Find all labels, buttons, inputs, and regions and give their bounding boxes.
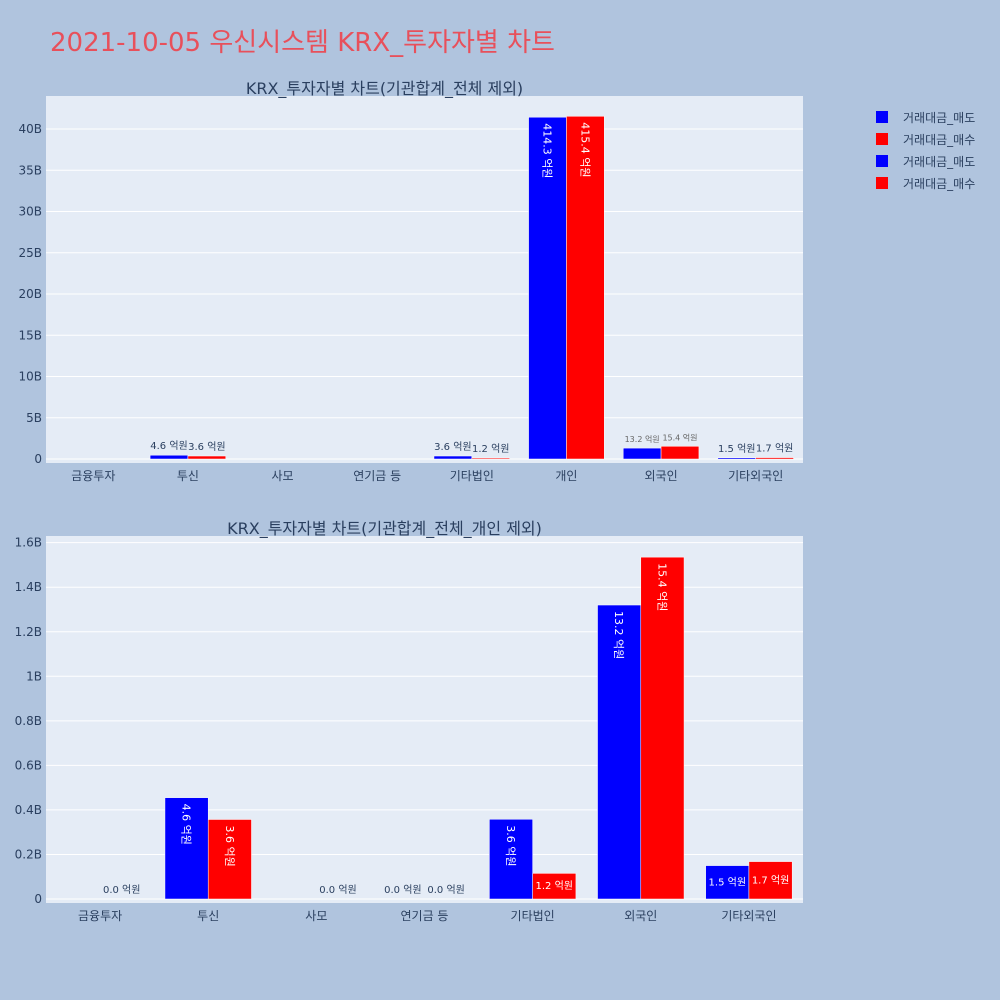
y-tick-label: 1.2B <box>15 625 42 639</box>
data-label: 414.3 억원 <box>541 123 554 178</box>
y-tick-label: 35B <box>18 163 42 177</box>
data-label: 4.6 억원 <box>180 804 193 845</box>
y-tick-label: 0.8B <box>15 714 42 728</box>
x-tick-label: 연기금 등 <box>353 469 401 483</box>
data-label: 13.2 억원 <box>612 611 625 659</box>
bar <box>532 873 577 900</box>
data-label: 1.2 억원 <box>472 443 509 455</box>
bar <box>566 116 605 460</box>
x-tick-label: 외국인 <box>645 469 678 483</box>
data-label: 4.6 억원 <box>150 440 187 452</box>
data-label: 0.0 억원 <box>319 884 356 896</box>
data-label: 3.6 억원 <box>223 825 236 866</box>
plot-area <box>46 96 803 463</box>
data-label: 1.5 억원 <box>718 443 755 455</box>
bar <box>149 454 189 460</box>
legend-item[interactable]: 거래대금_매도 <box>876 150 975 172</box>
x-tick-label: 기타외국인 <box>721 909 776 923</box>
x-tick-label: 기타법인 <box>511 909 555 923</box>
x-tick-label: 기타법인 <box>450 469 494 483</box>
bar <box>207 819 252 900</box>
bar <box>187 455 227 460</box>
data-label: 415.4 억원 <box>578 122 591 177</box>
y-tick-label: 25B <box>18 246 42 260</box>
data-label: 3.6 억원 <box>188 441 225 453</box>
legend-label: 거래대금_매도 <box>903 110 976 125</box>
y-tick-label: 15B <box>18 328 42 342</box>
legend-swatch-buy <box>876 133 888 145</box>
data-label: 1.7 억원 <box>756 443 793 455</box>
bar <box>528 116 567 460</box>
bar <box>705 865 750 900</box>
bar <box>717 457 756 460</box>
data-label: 1.5 억원 <box>709 876 746 888</box>
plot-area <box>46 536 803 903</box>
bar <box>748 861 793 900</box>
legend-label: 거래대금_매수 <box>903 132 976 147</box>
bar <box>164 797 209 900</box>
y-tick-label: 0 <box>34 452 42 466</box>
y-tick-label: 10B <box>18 370 42 384</box>
legend-swatch-sell <box>876 155 888 167</box>
x-tick-label: 연기금 등 <box>401 909 449 923</box>
bar <box>622 447 662 460</box>
data-label: 1.2 억원 <box>536 880 573 892</box>
y-tick-label: 20B <box>18 287 42 301</box>
y-tick-label: 0.2B <box>15 847 42 861</box>
data-label: 15.4 억원 <box>655 563 668 611</box>
legend-label: 거래대금_매수 <box>903 176 976 191</box>
y-tick-label: 1.6B <box>15 536 42 550</box>
bar <box>471 457 510 460</box>
x-tick-label: 외국인 <box>624 909 657 923</box>
chart-title: KRX_투자자별 차트(기관합계_전체_개인 제외) <box>227 519 542 539</box>
data-label: 13.2 억원 <box>625 434 660 444</box>
data-label: 15.4 억원 <box>662 432 697 442</box>
x-tick-label: 금융투자 <box>71 469 115 483</box>
bar <box>489 819 533 900</box>
x-tick-label: 투신 <box>177 469 199 483</box>
y-tick-label: 5B <box>26 411 42 425</box>
y-tick-label: 0.6B <box>15 758 42 772</box>
bar <box>433 455 473 460</box>
legend[interactable]: 거래대금_매도 거래대금_매수 거래대금_매도 거래대금_매수 <box>876 106 975 194</box>
y-tick-label: 30B <box>18 205 42 219</box>
x-tick-label: 금융투자 <box>78 909 122 923</box>
bar <box>755 457 794 460</box>
legend-swatch-buy <box>876 177 888 189</box>
y-tick-label: 0.4B <box>15 803 42 817</box>
x-tick-label: 사모 <box>272 469 294 483</box>
data-label: 0.0 억원 <box>427 884 464 896</box>
x-tick-label: 기타외국인 <box>728 469 783 483</box>
legend-swatch-sell <box>876 111 888 123</box>
y-tick-label: 40B <box>18 122 42 136</box>
bar <box>660 446 700 460</box>
page-title: 2021-10-05 우신시스템 KRX_투자자별 차트 <box>50 28 555 58</box>
x-tick-label: 개인 <box>555 469 577 483</box>
data-label: 1.7 억원 <box>752 874 789 886</box>
y-tick-label: 1.4B <box>15 580 42 594</box>
legend-label: 거래대금_매도 <box>903 154 976 169</box>
x-tick-label: 사모 <box>305 909 327 923</box>
y-tick-label: 0 <box>34 892 42 906</box>
chart-1: 0 5B 10B 15B 20B 25B 30B 35B 40B KRX_투자자별 차트(기관합계… <box>18 79 803 483</box>
data-label: 3.6 억원 <box>434 441 471 453</box>
chart-title: KRX_투자자별 차트(기관합계_전체 제외) <box>246 79 523 99</box>
x-tick-label: 투신 <box>197 909 219 923</box>
data-label: 0.0 억원 <box>384 884 421 896</box>
y-tick-label: 1B <box>26 669 42 683</box>
chart-2: 0 0.2B 0.4B 0.6B 0.8B 1B 1.2B 1.4B 1.6B KRX_투자자별 … <box>15 519 803 923</box>
data-label: 3.6 억원 <box>504 825 517 866</box>
legend-item[interactable]: 거래대금_매수 <box>876 128 975 150</box>
legend-item[interactable]: 거래대금_매도 <box>876 106 975 128</box>
bar <box>640 556 685 900</box>
data-label: 0.0 억원 <box>103 884 140 896</box>
legend-item[interactable]: 거래대금_매수 <box>876 172 975 194</box>
